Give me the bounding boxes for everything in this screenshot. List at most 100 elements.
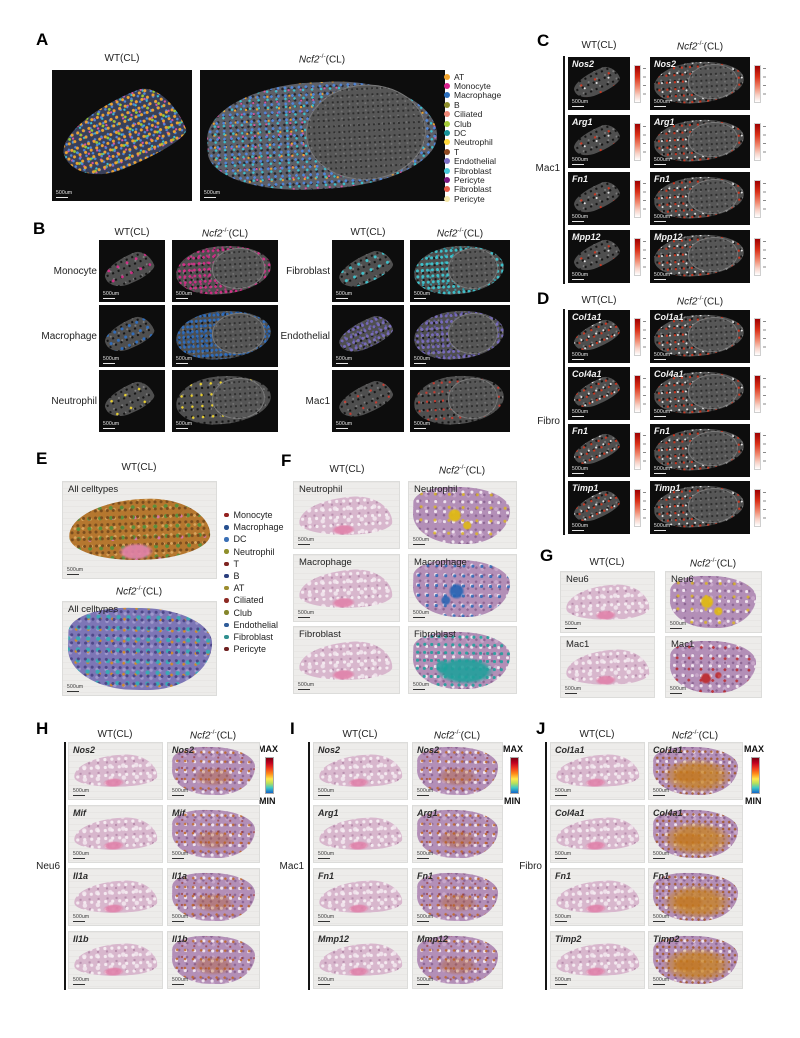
tissue-image-i-wt-nos2: Nos2 500um (313, 742, 408, 800)
legend-dot (224, 646, 229, 652)
tissue-image-c-ko-nos2: Nos2 500um (650, 57, 750, 110)
gene-label: Il1b (73, 934, 89, 944)
row-label-in-image: Neu6 (671, 574, 694, 585)
row-label-in-image: Macrophage (299, 557, 352, 568)
scale-bar: 500um (654, 352, 670, 361)
scale-bar: 500um (176, 356, 192, 365)
gene-label: Col4a1 (572, 369, 602, 379)
legend-label: Pericyte (454, 175, 485, 185)
tissue-blob (66, 606, 213, 691)
ko-gene: Ncf2 (676, 296, 698, 308)
gene-label: Col4a1 (653, 808, 683, 818)
scale-bar: 500um (555, 851, 571, 860)
tissue-blob (334, 311, 396, 359)
scale-bar: 500um (414, 291, 430, 300)
colorbar-red (754, 65, 766, 103)
scale-bar: 500um (298, 610, 314, 619)
legend-dot (444, 92, 450, 99)
colorbar-min-label: MIN (504, 796, 521, 806)
ko-sup: -/- (697, 40, 704, 47)
colorbar-red (634, 65, 646, 103)
tissue-core (686, 372, 739, 411)
ko-gene: Ncf2 (671, 730, 693, 742)
scale-bar: 500um (555, 914, 571, 923)
gene-label: Il1a (172, 871, 188, 881)
gene-label: Col4a1 (654, 369, 684, 379)
group-label-mac1: Mac1 (279, 861, 304, 872)
colorbar-min-label: MIN (259, 796, 276, 806)
group-bracket (563, 56, 565, 284)
legend-dot (224, 561, 229, 567)
tissue-blob (174, 242, 274, 298)
legend-item: Fibroblast (224, 631, 284, 643)
colorbar-red (754, 238, 766, 276)
scale-bar: 500um (413, 537, 429, 546)
col-header-ko: Ncf2-/-(CL) (677, 40, 723, 52)
scale-bar: 500um (572, 99, 588, 108)
ko-sup: -/- (136, 585, 143, 592)
scale-bar: 500um (103, 421, 119, 430)
scale-bar: 500um (555, 788, 571, 797)
legend-label: Macrophage (233, 522, 284, 533)
scale-bar: 500um (572, 409, 588, 418)
tissue-image-h-ko-il1b: Il1b 500um (167, 931, 260, 989)
ko-gene: Ncf2 (201, 228, 223, 240)
tissue-image-f-wt-macrophage: Macrophage 500um (293, 554, 400, 622)
tissue-image-b-wt-endothelial: 500um (332, 305, 404, 367)
scale-bar: 500um (67, 567, 83, 576)
scale-bar: 500um (73, 851, 89, 860)
ko-sup: -/- (222, 227, 229, 234)
legend-item: Pericyte (224, 643, 284, 655)
gene-label: Nos2 (172, 745, 195, 755)
scale-bar: 500um (417, 851, 433, 860)
gene-label: Arg1 (654, 117, 675, 127)
scale-bar: 500um (653, 914, 669, 923)
colorbar-max-label: MAX (503, 744, 523, 754)
tissue-blob (52, 78, 192, 188)
tissue-blob (317, 816, 403, 853)
legend-label: B (233, 571, 240, 582)
tissue-image-b-ko-macrophage: 500um (172, 305, 278, 367)
tissue-core (686, 235, 739, 274)
panel-letter-B: B (33, 219, 46, 238)
row-label-in-image: Macrophage (414, 557, 467, 568)
tissue-core (446, 376, 499, 421)
tissue-image-b-ko-mac1: 500um (410, 370, 510, 432)
legend-item: DC (444, 128, 501, 138)
tissue-blob (317, 753, 403, 790)
scale-bar: 500um (417, 977, 433, 986)
gene-label: Mmp12 (318, 934, 350, 944)
tissue-image-d-wt-timp1: Timp1 500um (568, 481, 630, 534)
colorbar-red (754, 180, 766, 218)
legend-label: AT (454, 71, 465, 82)
panel-letter-F: F (281, 451, 292, 470)
legend-item: DC (224, 533, 284, 545)
tissue-core (211, 311, 267, 356)
ko-gene: Ncf2 (298, 54, 320, 66)
scale-bar: 500um (414, 356, 430, 365)
colorbar-red (754, 318, 766, 356)
legend-item: Pericyte (444, 194, 501, 204)
legend-dot (224, 585, 229, 591)
tissue-image-i-ko-arg1: Arg1 500um (412, 805, 503, 863)
tissue-image-h-wt-il1b: Il1b 500um (68, 931, 163, 989)
celltype-legend-A: AT Monocyte Macrophage B Ciliated Club D… (444, 71, 501, 204)
tissue-blob (334, 246, 396, 294)
legend-label: Club (233, 607, 253, 618)
tissue-core (446, 246, 499, 291)
scale-bar: 500um (413, 682, 429, 691)
scale-bar: 500um (654, 523, 670, 532)
group-label-mac1: Mac1 (535, 163, 560, 174)
tissue-blob (554, 942, 640, 979)
gene-label: Fn1 (653, 871, 670, 881)
tissue-blob (334, 376, 396, 424)
legend-item: Endothelial (224, 619, 284, 631)
legend-dot (444, 186, 450, 193)
tissue-image-d-ko-timp1: Timp1 500um (650, 481, 750, 534)
legend-label: Ciliated (454, 109, 483, 120)
gene-label: Fn1 (572, 174, 589, 184)
legend-item: Neutrophil (444, 137, 501, 147)
legend-item: AT (224, 582, 284, 594)
legend-item: B (444, 100, 501, 110)
